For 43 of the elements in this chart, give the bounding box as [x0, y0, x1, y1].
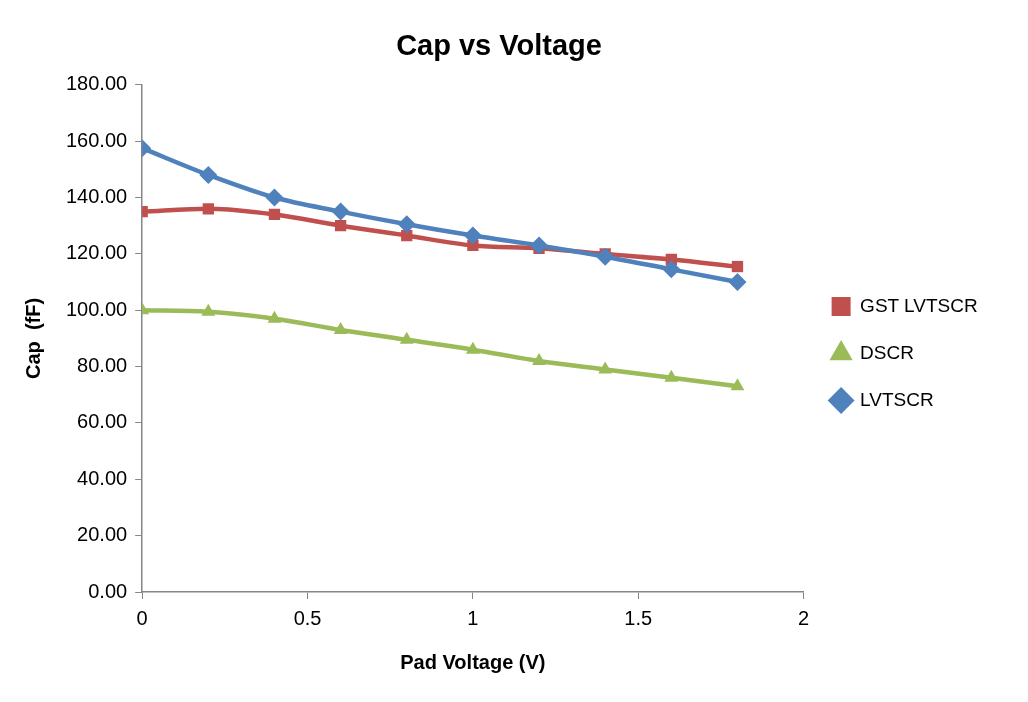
point	[463, 226, 482, 245]
point	[465, 341, 480, 354]
point	[397, 215, 416, 234]
point	[199, 165, 218, 184]
point	[598, 361, 613, 374]
point	[202, 203, 214, 215]
y-tick-label: 0.00	[88, 579, 128, 602]
point	[201, 303, 216, 316]
legend-label: LVTSCR	[860, 388, 934, 410]
point	[664, 369, 679, 382]
point	[334, 220, 347, 232]
point	[532, 352, 546, 365]
x-tick-label: 1	[467, 606, 479, 629]
point	[662, 260, 681, 279]
y-tick-label: 160.00	[66, 128, 128, 151]
point	[268, 208, 281, 221]
point	[596, 247, 615, 266]
point	[333, 321, 348, 334]
x-tick-label: 0	[136, 606, 148, 629]
y-tick-label: 40.00	[77, 466, 128, 489]
point	[265, 188, 284, 207]
chart-title: Cap vs Voltage	[396, 29, 602, 62]
x-axis-title: Pad Voltage (V)	[400, 650, 546, 673]
y-tick-label: 120.00	[66, 241, 128, 264]
y-tick-label: 180.00	[66, 72, 128, 95]
y-tick-label: 80.00	[77, 354, 128, 377]
y-tick-label: 20.00	[77, 523, 128, 546]
y-tick-label: 140.00	[66, 185, 128, 208]
point	[731, 260, 744, 273]
point	[331, 202, 350, 221]
y-tick-label: 60.00	[77, 410, 128, 433]
point	[399, 331, 414, 344]
x-tick-label: 0.5	[293, 606, 322, 629]
legend-label: GST LVTSCR	[860, 294, 978, 316]
point	[728, 273, 747, 292]
x-tick-label: 2	[798, 606, 810, 629]
y-axis-title: Cap (fF)	[21, 297, 44, 379]
legend-label: DSCR	[860, 341, 914, 363]
y-tick-label: 100.00	[66, 297, 128, 320]
point	[530, 236, 549, 255]
point	[730, 378, 745, 391]
x-tick-label: 1.5	[624, 606, 653, 629]
point	[267, 310, 282, 323]
